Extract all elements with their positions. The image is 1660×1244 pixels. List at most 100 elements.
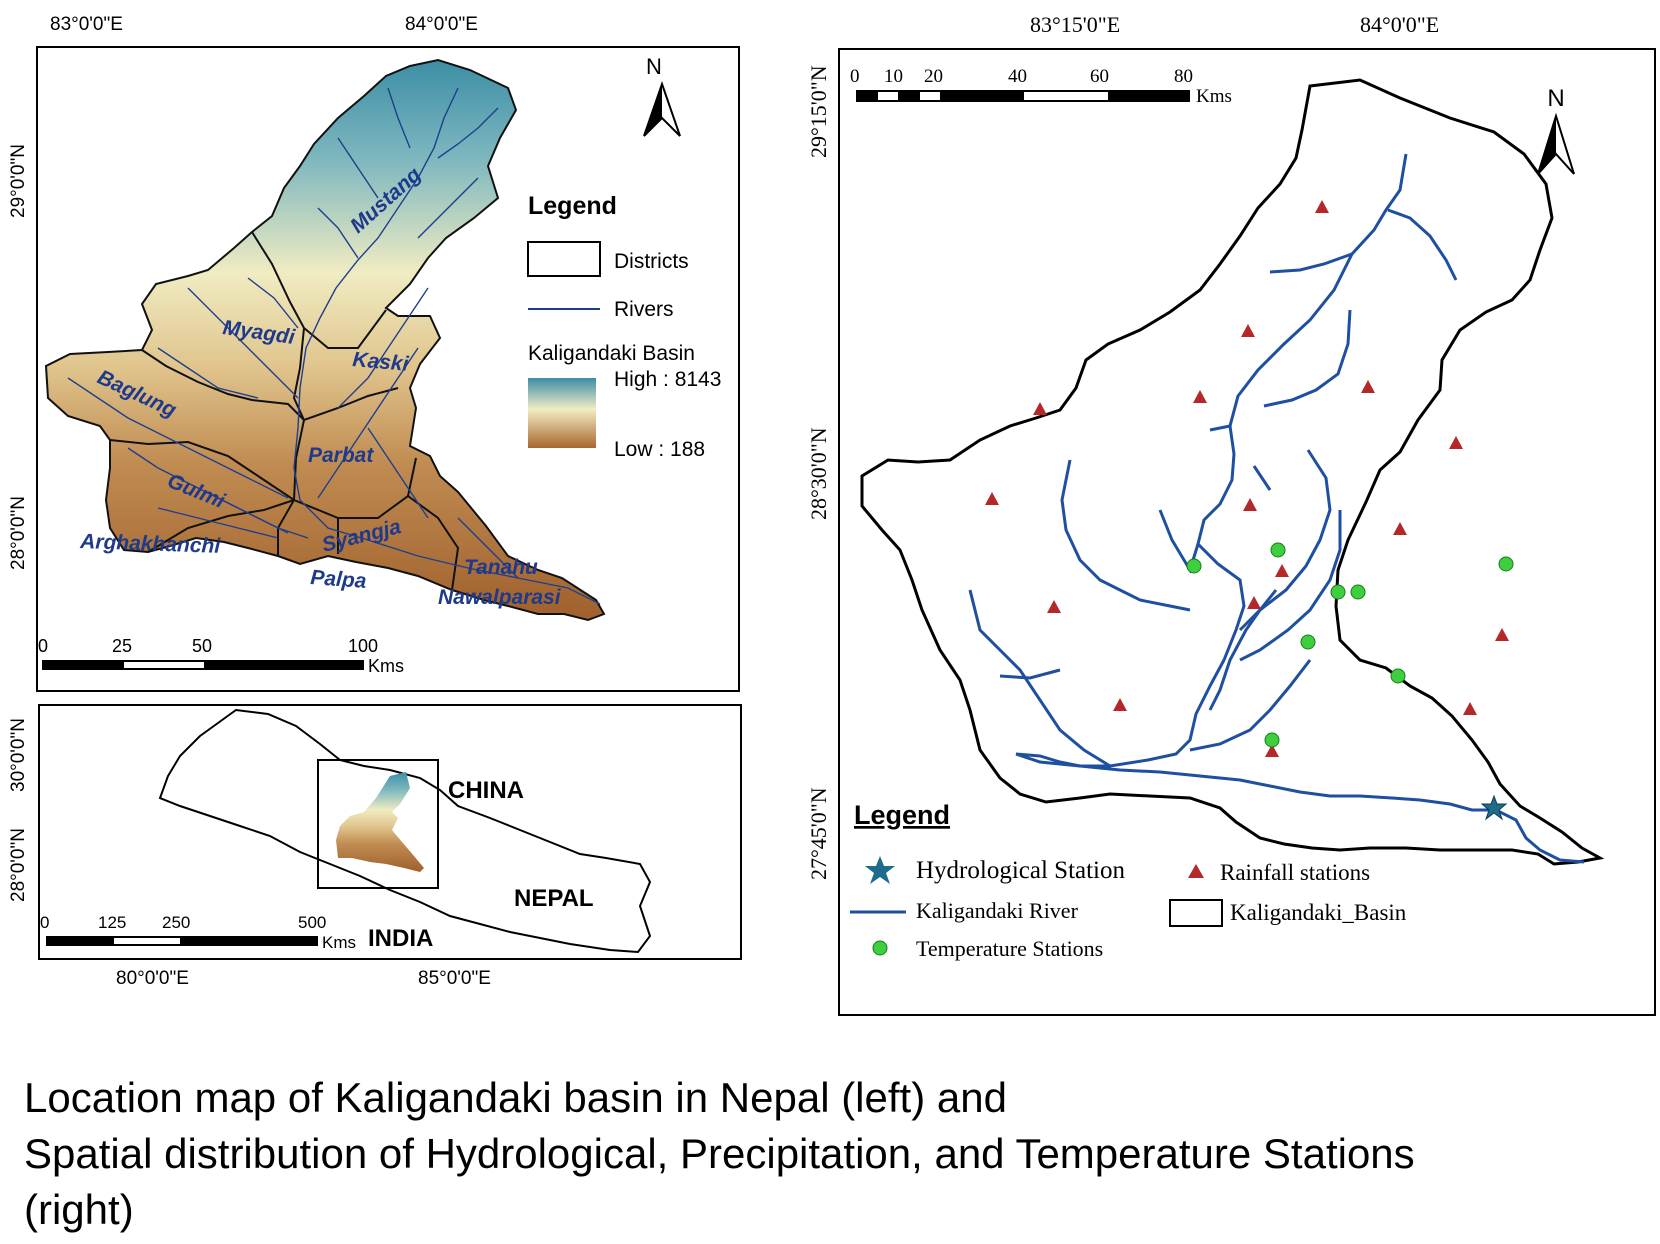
inset-scale-tick-250: 250 <box>162 913 190 932</box>
river-network <box>67 87 601 605</box>
inset-side-coord-28: 28°0'0"N <box>8 828 29 902</box>
inset-map-svg: CHINA NEPAL INDIA 0 125 250 500 Kms <box>40 708 652 954</box>
inset-scale-unit: Kms <box>322 933 356 952</box>
left-top-coord-84: 84°0'0"E <box>405 14 478 35</box>
inset-scale-bar: 0 125 250 500 Kms <box>40 913 356 952</box>
temperature-station-marker <box>1186 558 1202 574</box>
legend-hydro-label: Hydrological Station <box>916 857 1125 884</box>
inset-scale-tick-125: 125 <box>98 913 126 932</box>
legend-low-label: Low : 188 <box>614 438 705 461</box>
district-label-kaski: Kaski <box>352 348 411 376</box>
right-north-label: N <box>1547 85 1564 112</box>
inset-locator-box <box>317 759 439 889</box>
right-map-panel: 0 10 20 40 60 80 Kms N Legend Hydrologic… <box>838 48 1656 1016</box>
right-scale-tick-80: 80 <box>1174 66 1193 87</box>
right-scale-tick-60: 60 <box>1090 66 1109 87</box>
hydrological-station-marker <box>1480 794 1508 821</box>
right-scale-unit: Kms <box>1196 86 1232 107</box>
right-side-coord-2745: 27°45'0"N <box>806 787 831 880</box>
legend-elevation-ramp <box>528 378 596 448</box>
rainfall-station-marker <box>1033 402 1047 415</box>
rainfall-station-marker <box>1243 498 1257 511</box>
left-map-svg: Mustang Myagdi Kaski Baglung Parbat Gulm… <box>38 54 721 676</box>
rainfall-station-marker <box>1275 564 1289 577</box>
left-scale-unit: Kms <box>368 656 404 676</box>
rainfall-station-marker <box>1361 380 1375 393</box>
temperature-station-marker <box>1350 584 1366 600</box>
inset-basin <box>336 772 424 872</box>
district-label-parbat: Parbat <box>308 444 374 467</box>
kaligandaki-basin-outline <box>860 78 1605 866</box>
rainfall-station-marker <box>1495 628 1509 641</box>
inset-scale-tick-500: 500 <box>298 913 326 932</box>
left-scale-tick-100: 100 <box>348 636 378 656</box>
legend-basin-swatch <box>1169 899 1223 927</box>
right-side-coord-2830: 28°30'0"N <box>806 427 831 520</box>
left-legend: Legend Districts Rivers Kaligandaki Basi… <box>527 192 721 461</box>
temperature-station-marker <box>1300 634 1316 650</box>
inset-label-nepal: NEPAL <box>514 885 594 912</box>
right-top-coord-8315: 83°15'0"E <box>1030 12 1121 37</box>
right-legend-title: Legend <box>854 800 950 830</box>
caption-line-3: (right) <box>24 1186 134 1233</box>
left-top-coord-83: 83°0'0"E <box>50 14 123 35</box>
rainfall-station-marker <box>1247 596 1261 609</box>
temperature-station-marker <box>1498 556 1514 572</box>
left-north-label: N <box>646 54 662 79</box>
rainfall-station-marker <box>985 492 999 505</box>
temperature-station-marker <box>1330 584 1346 600</box>
legend-basin-label: Kaligandaki_Basin <box>1230 900 1407 925</box>
rainfall-station-marker <box>1393 522 1407 535</box>
legend-rain-label: Rainfall stations <box>1220 860 1370 885</box>
left-scale-bar: 0 25 50 100 Kms <box>38 636 404 676</box>
figure-caption: Location map of Kaligandaki basin in Nep… <box>24 1070 1644 1238</box>
district-label-palpa: Palpa <box>310 566 368 593</box>
legend-hydro-icon <box>865 856 895 884</box>
rainfall-station-marker <box>1265 744 1279 757</box>
inset-side-coord-30: 30°0'0"N <box>8 718 29 792</box>
district-label-tanahu: Tanahu <box>464 556 538 579</box>
district-label-arghakhanchi: Arghakhanchi <box>79 530 222 558</box>
kaligandaki-river <box>968 153 1585 864</box>
rainfall-station-marker <box>1241 324 1255 337</box>
left-side-coord-28: 28°0'0"N <box>8 496 29 570</box>
legend-high-label: High : 8143 <box>614 368 721 391</box>
rainfall-station-marker <box>1315 200 1329 213</box>
legend-basin-label: Kaligandaki Basin <box>528 342 695 365</box>
inset-label-india: INDIA <box>368 925 433 952</box>
left-side-coord-29: 29°0'0"N <box>8 144 29 218</box>
legend-districts-swatch <box>527 241 601 277</box>
left-scale-tick-25: 25 <box>112 636 132 656</box>
rainfall-station-marker <box>1449 436 1463 449</box>
district-label-nawalparasi: Nawalparasi <box>438 586 562 609</box>
legend-temp-icon <box>872 940 888 956</box>
legend-districts-label: Districts <box>614 250 689 273</box>
left-legend-title: Legend <box>528 192 617 220</box>
right-scale-tick-40: 40 <box>1008 66 1027 87</box>
rainfall-stations <box>985 200 1509 757</box>
right-scale-bar: 0 10 20 40 60 80 Kms <box>850 66 1232 107</box>
nepal-outline <box>158 708 652 954</box>
inset-bottom-coord-80: 80°0'0"E <box>116 968 189 989</box>
legend-rivers-label: Rivers <box>614 298 674 321</box>
caption-line-1: Location map of Kaligandaki basin in Nep… <box>24 1074 1007 1121</box>
left-scale-tick-0: 0 <box>38 636 48 656</box>
temperature-station-marker <box>1390 668 1406 684</box>
right-scale-tick-20: 20 <box>924 66 943 87</box>
right-scale-tick-0: 0 <box>850 66 860 87</box>
right-side-coord-2915: 29°15'0"N <box>806 65 831 158</box>
temperature-station-marker <box>1270 542 1286 558</box>
inset-scale-tick-0: 0 <box>40 913 49 932</box>
right-legend: Legend Hydrological Station Kaligandaki … <box>850 800 1407 961</box>
temperature-station-marker <box>1264 732 1280 748</box>
rainfall-station-marker <box>1113 698 1127 711</box>
caption-line-2: Spatial distribution of Hydrological, Pr… <box>24 1130 1415 1177</box>
right-north-arrow: N <box>1537 85 1575 175</box>
rainfall-station-marker <box>1047 600 1061 613</box>
inset-label-china: CHINA <box>448 777 524 804</box>
legend-river-label: Kaligandaki River <box>916 898 1079 923</box>
legend-rain-icon <box>1188 864 1204 878</box>
inset-bottom-coord-85: 85°0'0"E <box>418 968 491 989</box>
right-top-coord-84: 84°0'0"E <box>1360 12 1440 37</box>
right-map-svg: 0 10 20 40 60 80 Kms N Legend Hydrologic… <box>850 66 1605 961</box>
